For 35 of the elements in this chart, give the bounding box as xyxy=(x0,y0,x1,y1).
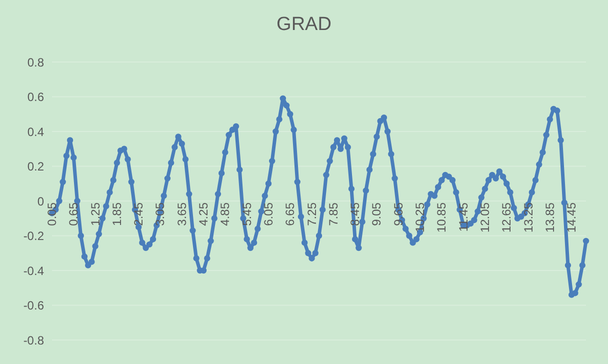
x-tick-label: 13.25 xyxy=(521,202,536,233)
x-tick-label: 12.05 xyxy=(478,202,492,233)
x-tick-label: 9.65 xyxy=(391,202,406,226)
x-tick-label: 3.65 xyxy=(174,202,189,226)
y-tick-label: 0 xyxy=(37,194,44,208)
x-tick-label: 4.25 xyxy=(196,202,211,226)
chart-title: GRAD xyxy=(276,14,332,36)
x-tick-label: 12.65 xyxy=(500,202,514,233)
x-tick-label: 5.45 xyxy=(240,202,254,226)
x-tick-label: 6.65 xyxy=(283,202,298,226)
x-tick-label: 11.45 xyxy=(456,202,470,232)
y-tick-label: 0.2 xyxy=(27,160,44,174)
x-tick-label: 0.65 xyxy=(66,202,81,226)
y-tick-label: 0.4 xyxy=(27,124,44,139)
x-tick-label: 10.25 xyxy=(413,202,428,233)
x-tick-label: 2.45 xyxy=(132,202,146,226)
x-tick-label: 7.85 xyxy=(326,202,340,226)
x-tick-label: 1.25 xyxy=(88,202,102,226)
y-tick-label: -0.4 xyxy=(23,264,44,278)
y-tick-label: 0.6 xyxy=(27,90,44,104)
x-tick-label: 0.05 xyxy=(45,202,59,226)
y-tick-label: 0.8 xyxy=(27,55,44,70)
y-tick-label: -0.8 xyxy=(23,333,44,348)
x-tick-label: 1.85 xyxy=(110,202,124,226)
x-tick-label: 14.45 xyxy=(564,202,579,233)
x-tick-label: 4.85 xyxy=(218,202,232,226)
y-tick-label: -0.6 xyxy=(23,298,44,313)
x-tick-label: 3.05 xyxy=(153,202,168,226)
y-tick-label: -0.2 xyxy=(23,229,44,244)
x-tick-label: 6.05 xyxy=(261,202,276,226)
x-tick-label: 8.45 xyxy=(348,202,362,226)
x-tick-label: 7.25 xyxy=(304,202,319,226)
x-tick-label: 9.05 xyxy=(370,202,384,226)
x-tick-label: 10.85 xyxy=(434,202,449,233)
x-tick-label: 13.85 xyxy=(542,202,557,233)
